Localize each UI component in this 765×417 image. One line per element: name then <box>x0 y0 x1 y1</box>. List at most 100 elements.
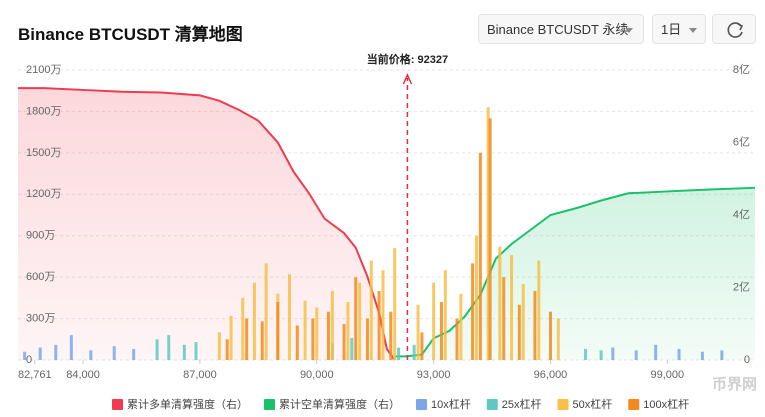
current-price-label: 当前价格: 92327 <box>367 52 448 66</box>
legend-label: 10x杠杆 <box>431 397 471 411</box>
bar <box>537 260 541 360</box>
bar <box>245 318 249 360</box>
bar <box>556 318 560 360</box>
bar <box>412 344 416 360</box>
bar <box>397 347 401 360</box>
bar <box>486 107 490 361</box>
refresh-button[interactable] <box>712 14 756 44</box>
legend-swatch <box>112 399 123 410</box>
bar <box>217 332 221 360</box>
y2-tick-label: 8亿 <box>733 63 750 76</box>
bar <box>381 270 385 360</box>
bar <box>584 348 588 360</box>
bar <box>720 350 724 360</box>
bar <box>112 346 116 360</box>
bar <box>260 321 264 360</box>
y-tick-label: 900万 <box>26 230 55 242</box>
bar <box>276 302 280 360</box>
y-tick-label: 1800万 <box>26 105 61 117</box>
legend-label: 累计空单清算强度（右） <box>279 397 400 411</box>
exchange-label: Binance BTCUSDT 永续 <box>487 22 629 37</box>
bar <box>365 318 369 360</box>
bar <box>502 277 506 360</box>
bar <box>369 260 373 360</box>
x-tick-label: 99,000 <box>651 369 685 381</box>
bar <box>358 282 362 360</box>
bar <box>611 347 615 360</box>
bar <box>330 343 334 360</box>
bar <box>420 332 424 360</box>
bar <box>241 297 245 360</box>
legend-label: 50x杠杆 <box>573 397 613 411</box>
bar <box>498 246 502 360</box>
bar <box>488 118 492 360</box>
bar <box>346 302 350 360</box>
y-tick-label: 1500万 <box>26 147 61 159</box>
exchange-select[interactable]: Binance BTCUSDT 永续 <box>478 14 644 44</box>
bar <box>377 290 381 360</box>
y-tick-label: 300万 <box>26 312 55 324</box>
bar <box>330 290 334 360</box>
bar <box>54 344 58 360</box>
x-tick-label: 90,000 <box>300 369 334 381</box>
bar <box>700 351 704 360</box>
current-price-arrow <box>402 73 413 85</box>
bar <box>326 311 330 360</box>
legend-swatch <box>264 399 275 410</box>
bar <box>252 282 256 360</box>
page-title: Binance BTCUSDT 清算地图 <box>18 25 243 44</box>
bar <box>599 350 603 360</box>
interval-select[interactable]: 1日 <box>652 14 706 44</box>
plot-layer <box>18 69 756 364</box>
bar <box>194 342 198 360</box>
bar <box>295 325 299 360</box>
bar <box>264 263 268 360</box>
bar <box>416 304 420 360</box>
area-line <box>394 186 756 358</box>
bar <box>354 277 358 360</box>
legend-swatch <box>557 399 569 410</box>
bar <box>510 255 514 360</box>
bar <box>459 293 463 360</box>
legend-swatch <box>416 399 427 410</box>
x-tick-label: 84,000 <box>66 369 100 381</box>
bar <box>389 311 393 360</box>
bar <box>225 339 229 360</box>
bar <box>89 350 93 360</box>
bar <box>521 284 525 360</box>
legend-label: 累计多单清算强度（右） <box>127 397 248 411</box>
bar <box>393 248 397 360</box>
bar <box>548 311 552 360</box>
bar <box>517 304 521 360</box>
bar <box>432 282 436 360</box>
bar <box>23 351 27 360</box>
watermark: 币界网 <box>712 376 757 393</box>
area-line <box>18 87 396 361</box>
y2-tick-label: 2亿 <box>733 280 750 293</box>
y2-tick-label: 4亿 <box>733 208 750 221</box>
bar <box>471 263 475 360</box>
y2-tick-label: 0 <box>744 354 750 366</box>
x-tick-label: 87,000 <box>183 369 217 381</box>
legend-label: 25x杠杆 <box>502 397 542 411</box>
bar <box>478 152 482 360</box>
y2-tick-label: 6亿 <box>733 135 750 148</box>
refresh-icon <box>727 22 744 38</box>
bar <box>439 302 443 360</box>
bar <box>443 270 447 360</box>
bar <box>533 290 537 360</box>
bar <box>288 274 292 360</box>
x-tick-label: 93,000 <box>417 369 451 381</box>
legend-swatch <box>486 399 498 410</box>
bar <box>303 300 307 360</box>
bar <box>167 335 171 360</box>
bar <box>677 348 681 360</box>
x-tick-label: 96,000 <box>534 369 568 381</box>
y-tick-label: 1200万 <box>26 188 61 200</box>
bar <box>276 293 280 360</box>
bar <box>155 339 159 360</box>
bar <box>654 344 658 360</box>
y-tick-label: 2100万 <box>26 64 61 76</box>
